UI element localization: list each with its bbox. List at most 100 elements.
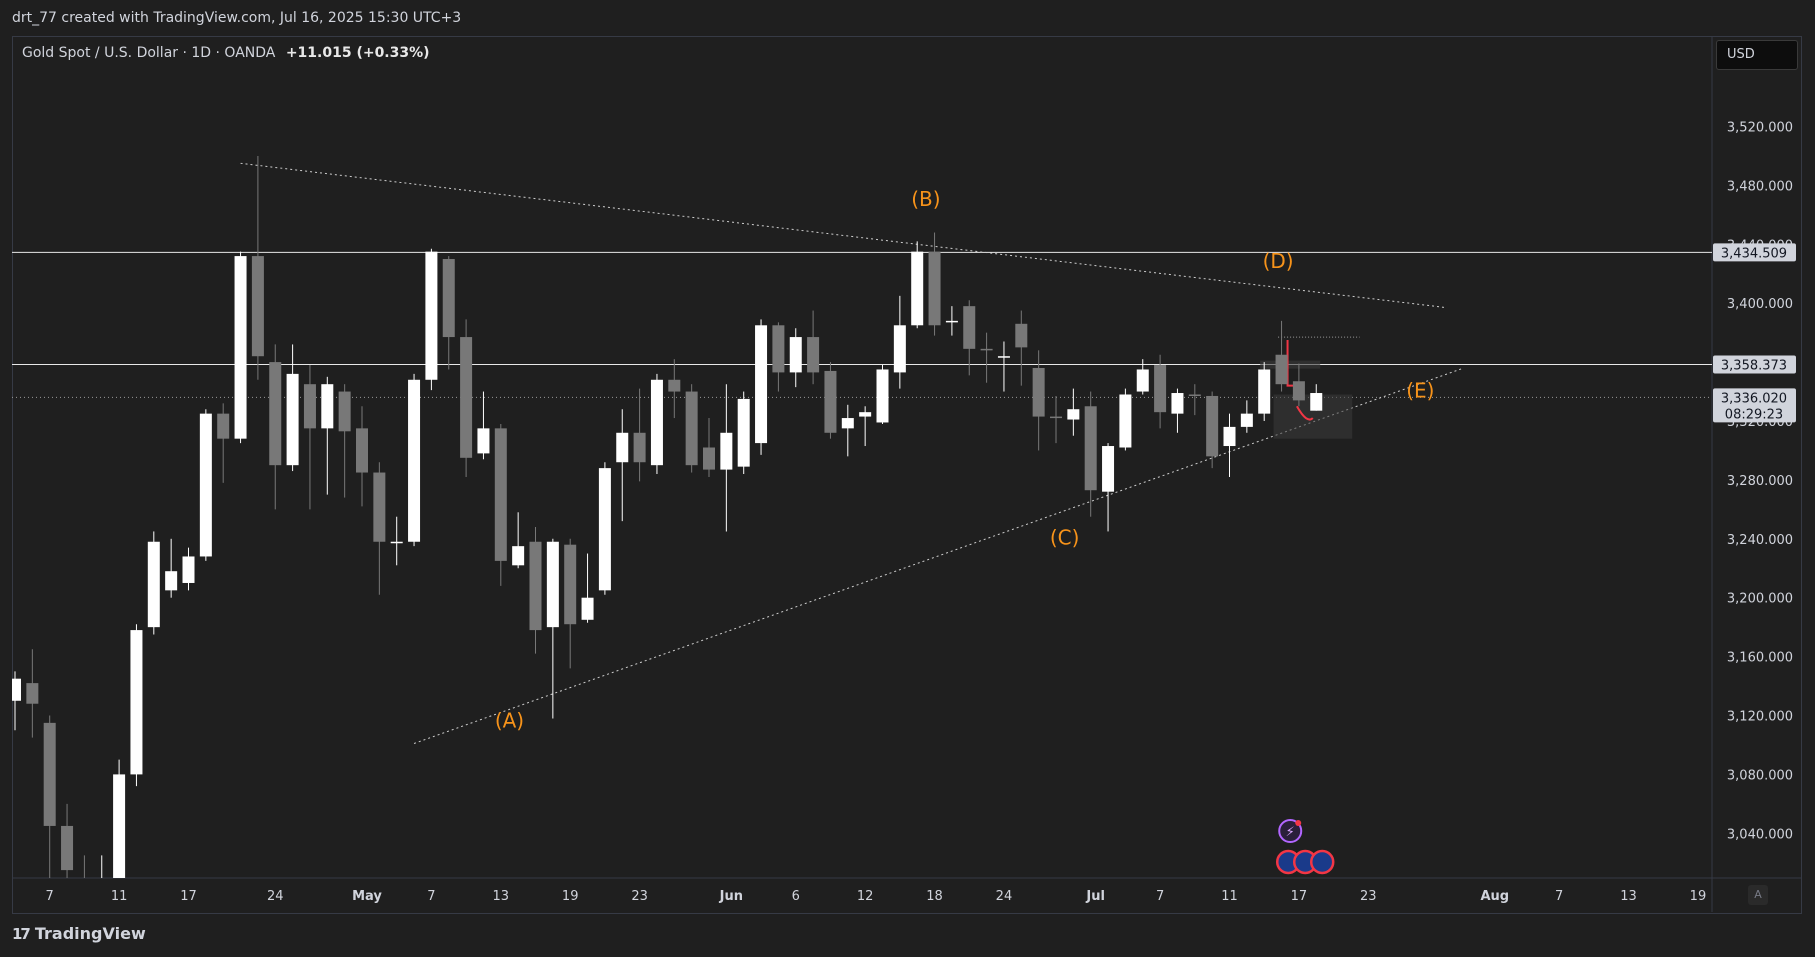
price-tag-text: 3,358.373: [1721, 358, 1787, 373]
wave-label: (B): [911, 187, 940, 211]
candle-body: [43, 722, 56, 826]
candle-body: [1102, 446, 1115, 492]
candle-body: [12, 678, 21, 701]
lightning-event-icon: [1278, 819, 1303, 843]
candle-body: [1188, 394, 1201, 396]
candle-body: [581, 597, 594, 620]
price-axis-tick: 3,280.000: [1727, 474, 1793, 489]
candle-body: [1292, 381, 1305, 401]
candle-body: [494, 428, 507, 561]
candle-body: [1136, 369, 1149, 392]
candles-group: [12, 155, 1323, 878]
triangle-trendline: [413, 367, 1464, 744]
lightning-glyph: ⚡: [1286, 825, 1295, 840]
candle-body: [251, 256, 264, 357]
symbol-change: +11.015 (+0.33%): [285, 45, 430, 61]
tradingview-logo: 17 TradingView: [12, 924, 146, 943]
time-axis-tick: 19: [562, 889, 579, 904]
time-axis-tick: 23: [631, 889, 648, 904]
candle-body: [113, 774, 126, 878]
candle-body: [1258, 369, 1271, 414]
candle-body: [859, 412, 872, 417]
candle-body: [1223, 426, 1236, 447]
candle-body: [980, 348, 993, 351]
candle-body: [130, 630, 143, 775]
price-axis-tick: 3,080.000: [1727, 768, 1793, 783]
time-axis-tick: 18: [926, 889, 943, 904]
candle-body: [668, 379, 681, 392]
event-dot-icon: [1295, 820, 1302, 826]
candle-body: [286, 373, 299, 466]
time-axis-tick: 17: [180, 889, 197, 904]
candle-body: [1206, 395, 1219, 457]
projection-box-top: [1260, 360, 1321, 369]
candle-body: [616, 432, 629, 463]
time-axis-tick: 11: [111, 889, 128, 904]
candle-body: [26, 683, 39, 704]
price-axis-tick: 3,520.000: [1727, 121, 1793, 136]
time-axis-tick: Aug: [1480, 889, 1509, 904]
candle-body: [911, 251, 924, 326]
candle-body: [338, 391, 351, 432]
candle-body: [1015, 323, 1028, 348]
candle-body: [1154, 365, 1167, 413]
time-axis-tick: Jul: [1085, 889, 1105, 904]
candle-body: [442, 259, 455, 338]
time-axis-tick: 11: [1221, 889, 1238, 904]
wave-label: (D): [1263, 249, 1294, 273]
candle-body: [633, 432, 646, 463]
time-axis-tick: 13: [1620, 889, 1637, 904]
candle-body: [772, 325, 785, 373]
candle-body: [182, 556, 195, 583]
time-axis-tick: 7: [427, 889, 435, 904]
candle-body: [893, 325, 906, 373]
time-axis-tick: 17: [1291, 889, 1308, 904]
price-axis-tick: 3,400.000: [1727, 297, 1793, 312]
candle-body: [807, 337, 820, 373]
time-axis-tick: May: [352, 889, 382, 904]
candle-body: [1032, 367, 1045, 417]
time-axis-tick: 24: [996, 889, 1013, 904]
time-axis-tick: 7: [1156, 889, 1164, 904]
candle-body: [425, 251, 438, 380]
candle-body: [1119, 394, 1132, 448]
time-axis-tick: Jun: [719, 889, 743, 904]
candle-body: [217, 413, 230, 439]
wave-label: (E): [1406, 378, 1434, 402]
candle-body: [408, 379, 421, 542]
candle-body: [356, 428, 368, 473]
time-axis-tick: 13: [493, 889, 510, 904]
candle-body: [720, 432, 733, 470]
candle-body: [963, 306, 976, 349]
price-tag-text: 3,434.509: [1721, 246, 1787, 261]
chart-caption: drt_77 created with TradingView.com, Jul…: [12, 10, 462, 26]
red-marker-curve: [1296, 405, 1314, 421]
wave-label: (A): [495, 708, 524, 732]
candle-body: [1240, 413, 1253, 427]
price-axis-tick: 3,240.000: [1727, 533, 1793, 548]
candle-body: [234, 256, 247, 439]
candle-body: [703, 447, 715, 470]
symbol-legend: Gold Spot / U.S. Dollar · 1D · OANDA +11…: [22, 45, 430, 61]
auto-scale-button[interactable]: A: [1748, 885, 1768, 905]
time-axis-tick: 7: [1555, 889, 1563, 904]
price-tag-box: [1713, 355, 1796, 374]
candle-body: [876, 369, 889, 423]
time-axis-tick: 24: [267, 889, 284, 904]
countdown-text: 08:29:23: [1725, 407, 1783, 422]
currency-selector[interactable]: USD: [1716, 40, 1798, 70]
candle-body: [789, 337, 802, 373]
candle-body: [945, 320, 958, 323]
time-axis-tick: 23: [1360, 889, 1377, 904]
candle-body: [1067, 409, 1080, 420]
time-axis-tick: 6: [792, 889, 800, 904]
time-axis-tick: 12: [857, 889, 874, 904]
candle-body: [564, 544, 577, 625]
us-flag-event-icon: [1309, 849, 1335, 875]
price-axis-tick: 3,200.000: [1727, 592, 1793, 607]
candle-body: [841, 418, 854, 429]
symbol-name: Gold Spot / U.S. Dollar · 1D · OANDA: [22, 45, 276, 61]
candle-body: [737, 398, 750, 467]
candle-body: [650, 379, 663, 466]
